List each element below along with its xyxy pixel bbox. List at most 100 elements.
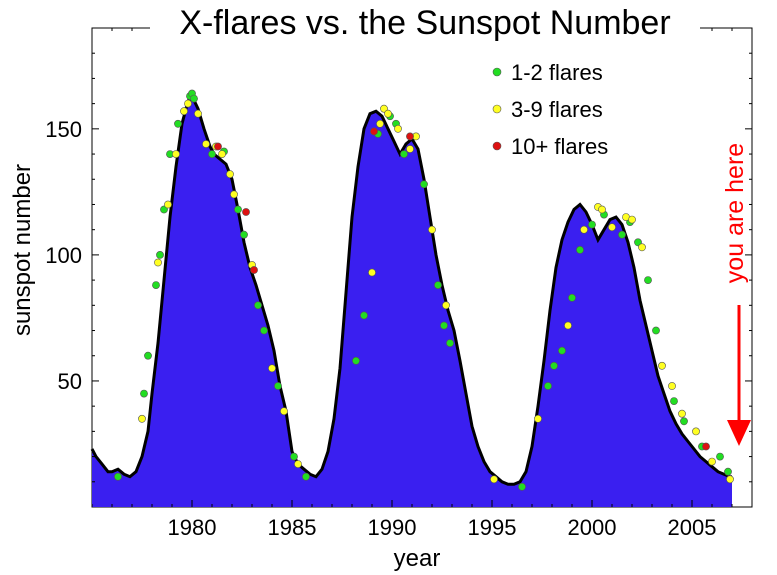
- flare-point: [550, 361, 558, 370]
- y-tick-label: 150: [45, 117, 82, 142]
- flare-point: [202, 140, 210, 148]
- flare-point: [184, 99, 192, 108]
- x-tick-label: 1985: [268, 515, 317, 540]
- y-axis-label: sunspot number: [9, 164, 36, 336]
- y-tick-label: 50: [58, 369, 82, 394]
- flare-point: [254, 301, 262, 310]
- flare-point: [368, 268, 376, 277]
- flare-point: [716, 452, 724, 461]
- flare-point: [658, 361, 666, 370]
- flare-point: [490, 475, 498, 484]
- flare-point: [442, 301, 450, 310]
- legend-marker: [492, 141, 502, 151]
- x-tick-label: 1990: [368, 515, 417, 540]
- legend-label: 1-2 flares: [511, 60, 603, 85]
- flare-point: [534, 414, 542, 423]
- flare-point: [226, 170, 234, 179]
- flare-point: [680, 417, 688, 426]
- flare-point: [434, 281, 442, 289]
- flare-point: [384, 109, 392, 118]
- flare-point: [544, 382, 552, 390]
- x-tick-label: 1995: [468, 515, 517, 540]
- x-axis-label: year: [394, 545, 441, 572]
- flare-point: [242, 208, 250, 216]
- flare-point: [558, 346, 566, 355]
- flare-point: [580, 225, 588, 234]
- flare-point: [394, 124, 402, 133]
- flare-point: [588, 220, 596, 229]
- legend-marker: [492, 67, 502, 77]
- legend-marker: [492, 104, 502, 114]
- flare-point: [194, 109, 202, 118]
- legend-label: 10+ flares: [511, 134, 608, 159]
- flare-point: [420, 180, 428, 189]
- title-background: [150, 0, 700, 42]
- flare-point: [234, 205, 242, 214]
- flare-point: [668, 382, 676, 390]
- flare-point: [692, 427, 700, 436]
- flare-point: [360, 311, 368, 320]
- flare-point: [628, 215, 636, 224]
- annotation-arrowhead: [727, 420, 751, 446]
- flare-point: [208, 150, 216, 158]
- flare-point: [214, 142, 222, 151]
- flare-point: [290, 452, 298, 461]
- flare-point: [726, 475, 734, 484]
- x-tick-label: 2000: [568, 515, 617, 540]
- flare-point: [260, 326, 268, 335]
- flare-point: [376, 119, 384, 128]
- x-tick-label: 1980: [168, 515, 217, 540]
- flare-point: [446, 339, 454, 347]
- flare-point: [428, 225, 436, 234]
- flare-point: [518, 482, 526, 491]
- flare-points: [114, 89, 734, 491]
- annotation: you are here: [721, 143, 751, 446]
- flare-point: [274, 382, 282, 390]
- flare-point: [370, 127, 378, 136]
- flare-point: [608, 223, 616, 232]
- flare-point: [652, 326, 660, 335]
- flare-point: [302, 472, 310, 481]
- flare-point: [250, 266, 258, 274]
- flare-point: [164, 200, 172, 209]
- flare-point: [294, 460, 302, 468]
- flare-point: [218, 150, 226, 158]
- flare-point: [406, 132, 414, 141]
- flare-point: [644, 276, 652, 284]
- x-tick-label: 2005: [668, 515, 717, 540]
- flare-point: [144, 351, 152, 360]
- chart-title: X-flares vs. the Sunspot Number: [179, 4, 670, 42]
- axes: 1980 1985 1990 1995 2000 2005 50 100 150: [45, 28, 753, 540]
- legend: 1-2 flares 3-9 flares 10+ flares: [492, 60, 608, 159]
- flare-point: [280, 407, 288, 416]
- y-tick-label: 100: [45, 243, 82, 268]
- flare-point: [156, 250, 164, 259]
- flare-point: [568, 293, 576, 302]
- flare-point: [138, 414, 146, 423]
- flare-point: [180, 107, 188, 116]
- flare-point: [152, 281, 160, 289]
- flare-point: [268, 364, 276, 373]
- flare-point: [140, 389, 148, 398]
- flare-point: [678, 409, 686, 418]
- flare-point: [172, 150, 180, 158]
- flare-point: [702, 442, 710, 451]
- flare-point: [598, 205, 606, 214]
- legend-label: 3-9 flares: [511, 97, 603, 122]
- flare-point: [638, 243, 646, 252]
- flare-point: [576, 245, 584, 254]
- flare-point: [114, 472, 122, 481]
- flare-point: [174, 119, 182, 128]
- flare-point: [352, 356, 360, 365]
- flare-point: [154, 258, 162, 267]
- flare-point: [440, 321, 448, 330]
- flare-point: [724, 467, 732, 476]
- sunspot-area-fill: [92, 96, 732, 507]
- flare-point: [230, 190, 238, 199]
- flare-point: [708, 457, 716, 466]
- flare-point: [190, 94, 198, 103]
- flare-point: [240, 230, 248, 239]
- flare-point: [618, 230, 626, 239]
- flare-point: [564, 321, 572, 330]
